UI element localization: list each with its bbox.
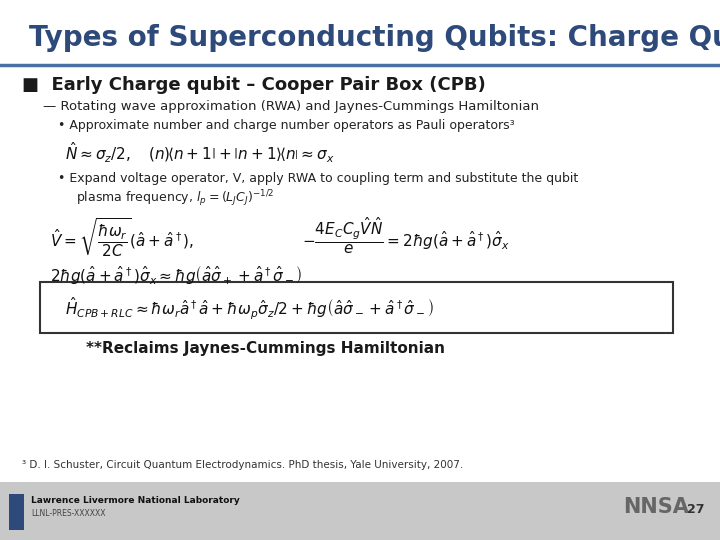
Text: Types of Superconducting Qubits: Charge Qubits: Types of Superconducting Qubits: Charge … <box>29 24 720 52</box>
FancyBboxPatch shape <box>9 494 24 530</box>
Text: • Approximate number and charge number operators as Pauli operators³: • Approximate number and charge number o… <box>58 119 514 132</box>
FancyBboxPatch shape <box>0 482 720 540</box>
Text: $\hat{V} = \sqrt{\dfrac{\hbar\omega_r}{2C}}\left(\hat{a}+\hat{a}^\dagger\right),: $\hat{V} = \sqrt{\dfrac{\hbar\omega_r}{2… <box>50 216 194 258</box>
FancyBboxPatch shape <box>40 282 673 333</box>
Text: $-\dfrac{4E_C C_g \hat{V}\hat{N}}{e} = 2\hbar g\left(\hat{a}+\hat{a}^\dagger\rig: $-\dfrac{4E_C C_g \hat{V}\hat{N}}{e} = 2… <box>302 216 510 256</box>
Text: • Expand voltage operator, V, apply RWA to coupling term and substitute the qubi: • Expand voltage operator, V, apply RWA … <box>58 172 578 185</box>
Text: plasma frequency, $l_p = (L_J C_J)^{-1/2}$: plasma frequency, $l_p = (L_J C_J)^{-1/2… <box>76 188 274 209</box>
Text: $\hat{N} \approx \sigma_z/2, \quad \left(n\right)\!\left\langle n+1\right| + \le: $\hat{N} \approx \sigma_z/2, \quad \left… <box>65 140 334 165</box>
Text: Lawrence Livermore National Laboratory: Lawrence Livermore National Laboratory <box>31 496 240 505</box>
Text: LLNL-PRES-XXXXXX: LLNL-PRES-XXXXXX <box>31 509 105 518</box>
Text: ■  Early Charge qubit – Cooper Pair Box (CPB): ■ Early Charge qubit – Cooper Pair Box (… <box>22 76 485 93</box>
Text: **Reclaims Jaynes-Cummings Hamiltonian: **Reclaims Jaynes-Cummings Hamiltonian <box>86 341 446 356</box>
Text: ³ D. I. Schuster, Circuit Quantum Electrodynamics. PhD thesis, Yale University, : ³ D. I. Schuster, Circuit Quantum Electr… <box>22 460 463 470</box>
Text: $2\hbar g\left(\hat{a}+\hat{a}^\dagger\right)\hat{\sigma}_x \approx \hbar g\left: $2\hbar g\left(\hat{a}+\hat{a}^\dagger\r… <box>50 265 303 287</box>
Text: 27: 27 <box>687 503 704 516</box>
Text: $\hat{H}_{CPB+RLC} \approx \hbar\omega_r \hat{a}^\dagger\hat{a} + \hbar\omega_p\: $\hat{H}_{CPB+RLC} \approx \hbar\omega_r… <box>65 295 433 322</box>
Text: — Rotating wave approximation (RWA) and Jaynes-Cummings Hamiltonian: — Rotating wave approximation (RWA) and … <box>43 100 539 113</box>
Text: NNSA: NNSA <box>623 497 688 517</box>
